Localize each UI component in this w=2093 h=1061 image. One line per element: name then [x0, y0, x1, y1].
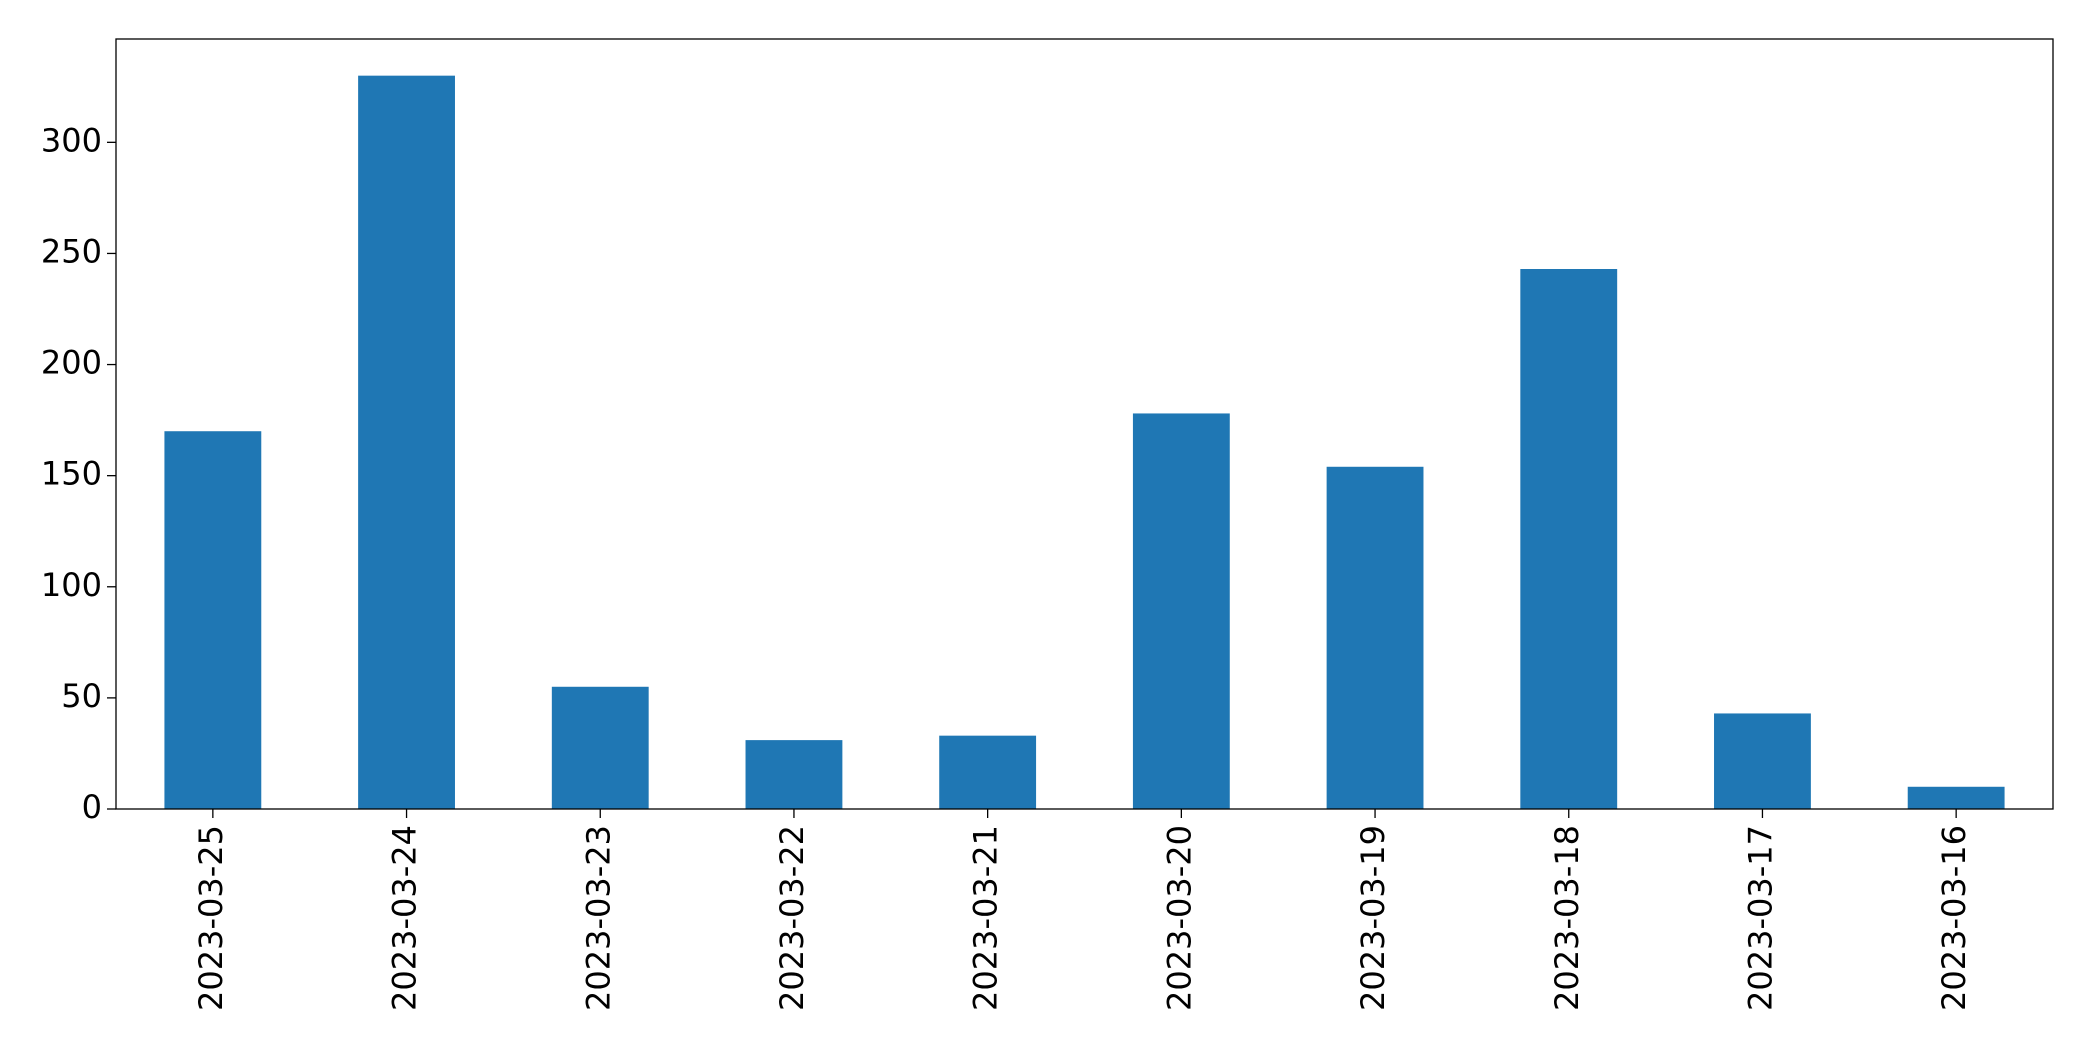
x-tick-label: 2023-03-22 [773, 825, 811, 1011]
x-tick-label: 2023-03-24 [386, 825, 424, 1011]
y-tick-label: 300 [41, 121, 102, 159]
plot-frame [115, 38, 2054, 810]
x-tick-label: 2023-03-20 [1160, 825, 1198, 1011]
y-tick-label: 50 [61, 677, 102, 715]
y-tick-label: 0 [82, 788, 102, 826]
bar [1714, 713, 1811, 809]
x-tick-label: 2023-03-18 [1548, 825, 1586, 1011]
y-tick-label: 200 [41, 344, 102, 382]
bar [939, 735, 1037, 809]
bar [745, 740, 843, 809]
x-tick-label: 2023-03-21 [967, 825, 1005, 1011]
bar [1907, 786, 2005, 809]
bar [1132, 413, 1230, 809]
bar [1326, 466, 1424, 809]
x-tick-label: 2023-03-16 [1935, 825, 1973, 1011]
bar [551, 686, 649, 809]
y-tick-label: 100 [41, 566, 102, 604]
x-tick-label: 2023-03-23 [579, 825, 617, 1011]
bar [358, 75, 455, 809]
y-tick-label: 150 [41, 455, 102, 493]
x-tick-label: 2023-03-25 [192, 825, 230, 1011]
y-tick-label: 250 [41, 232, 102, 270]
x-tick-label: 2023-03-17 [1741, 825, 1779, 1011]
bar [164, 431, 262, 809]
bar [1520, 269, 1618, 809]
x-tick-label: 2023-03-19 [1354, 825, 1392, 1011]
